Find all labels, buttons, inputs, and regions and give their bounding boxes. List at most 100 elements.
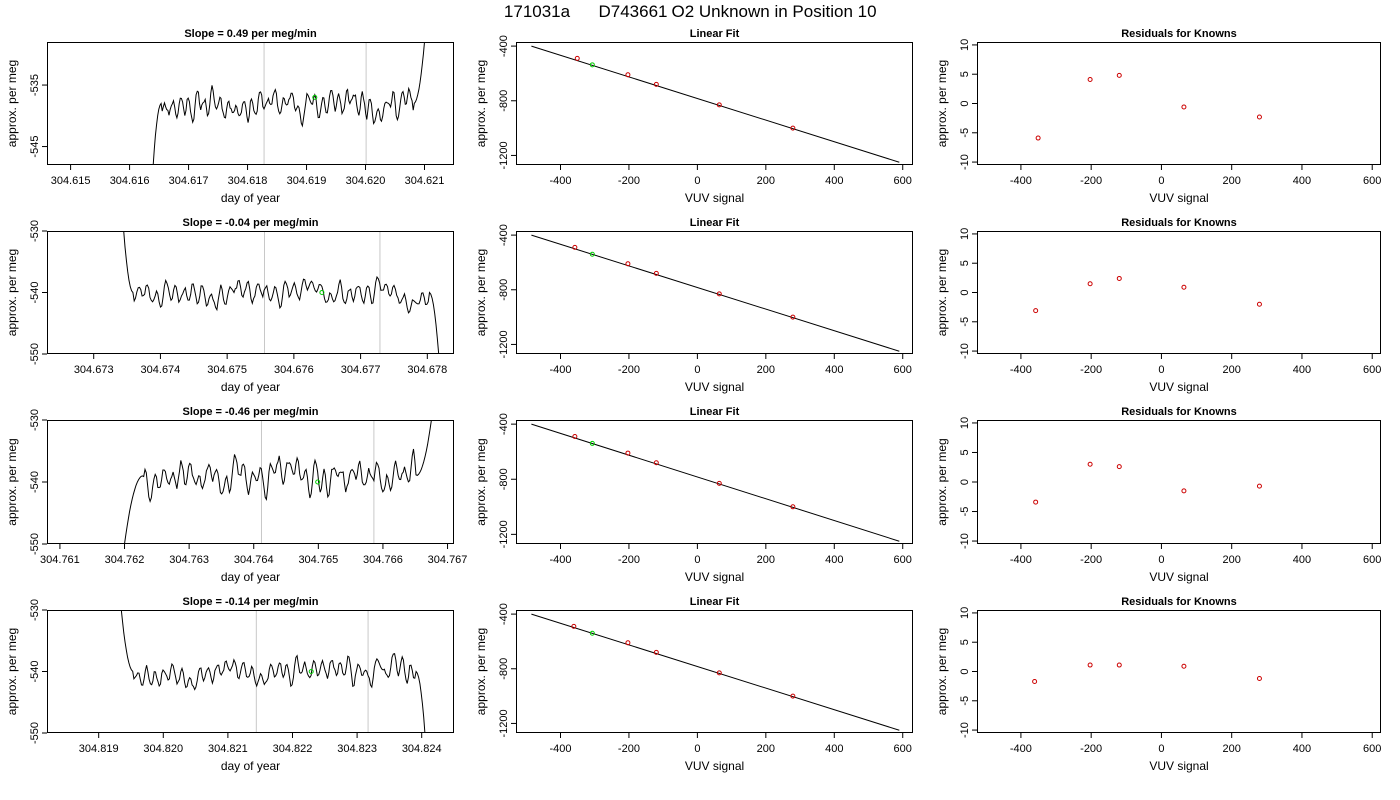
unknown-point [589, 440, 595, 446]
residual-panel-2-title: Residuals for Knowns [1121, 217, 1237, 229]
fit-panel-2-x-axis: -400 -200 0 200 400 600 VUV signal [549, 354, 912, 394]
suptitle-run-id: 171031a [504, 2, 571, 21]
mean-marker [312, 94, 318, 100]
y-tick-label: 5 [959, 639, 971, 645]
residual-panel-1-x-axis: -400 -200 0 200 400 600 VUV signal [1010, 165, 1381, 205]
y-tick-label: -800 [498, 468, 510, 490]
trace-panel-4-plot-area [120, 610, 426, 733]
x-tick-label: -200 [1080, 175, 1102, 187]
y-tick-label: -535 [29, 74, 41, 96]
x-tick-label: 200 [1223, 175, 1241, 187]
y-tick-label: 5 [959, 71, 971, 77]
fit-panel-3-frame [516, 420, 913, 544]
y-tick-label: -400 [498, 603, 510, 625]
x-tick-label: 304.823 [337, 743, 377, 755]
residual-point [1181, 488, 1187, 494]
known-point [653, 81, 659, 87]
fit-panel-3-title: Linear Fit [690, 406, 740, 418]
fit-panel-2-frame [516, 231, 913, 354]
residual-panel-4-ylabel: approx. per meg [935, 628, 949, 715]
x-tick-label: 304.618 [228, 175, 268, 187]
x-tick-label: 200 [1223, 364, 1241, 376]
y-tick-label: -800 [498, 90, 510, 112]
trace-panel-1-x-axis: 304.615 304.616 304.617 304.618 304.619 304.6… [51, 165, 444, 205]
suptitle-cylinder: D743661 [598, 2, 667, 21]
y-tick-label: -545 [29, 136, 41, 158]
residual-point [1256, 114, 1262, 120]
x-tick-label: 304.615 [51, 175, 91, 187]
trace-panel-2-frame [47, 231, 454, 354]
residual-point [1181, 104, 1187, 110]
residual-point [1033, 499, 1039, 505]
x-tick-label: -200 [1080, 364, 1102, 376]
fit-panel-4-y-axis: -400 -800 -1200 approx. per meg [474, 603, 516, 738]
unknown-point [589, 251, 595, 257]
residual-point [1035, 135, 1041, 141]
residual-panel-3: Residuals for Knowns -400 -200 0 200 400 600 VU… [935, 406, 1381, 584]
residual-panel-4-y-axis: 10 5 0 -5 -10 approx. per meg [935, 607, 977, 738]
x-tick-label: 304.766 [363, 554, 403, 566]
known-point [790, 693, 796, 699]
fit-panel-3-plot-area [531, 423, 900, 542]
x-tick-label: -400 [549, 364, 571, 376]
x-tick-label: -400 [1010, 175, 1032, 187]
trace-panel-3-title: Slope = -0.46 per meg/min [182, 406, 318, 418]
x-tick-label: 200 [757, 364, 775, 376]
known-point [716, 291, 722, 297]
x-tick-label: 600 [894, 364, 912, 376]
known-point [653, 460, 659, 466]
x-tick-label: 600 [894, 554, 912, 566]
x-tick-label: 304.678 [407, 364, 447, 376]
fit-line [531, 613, 900, 731]
residual-point [1181, 284, 1187, 290]
residual-panel-1-plot-area [1035, 72, 1262, 141]
x-tick-label: 304.617 [169, 175, 209, 187]
trace-panel-4-ylabel: approx. per meg [5, 628, 19, 715]
residual-panel-4-title: Residuals for Knowns [1121, 596, 1237, 608]
fit-line [531, 423, 900, 542]
x-tick-label: 600 [1363, 175, 1381, 187]
x-tick-label: 0 [694, 554, 700, 566]
fit-panel-4-frame [516, 610, 913, 733]
residual-panel-2-xlabel: VUV signal [1149, 380, 1208, 394]
y-tick-label: -10 [959, 722, 971, 738]
fit-panel-3-ylabel: approx. per meg [474, 438, 488, 525]
y-tick-label: -5 [959, 128, 971, 138]
residual-panel-3-title: Residuals for Knowns [1121, 406, 1237, 418]
residual-point [1116, 464, 1122, 470]
fit-panel-2-y-axis: -400 -800 -1200 approx. per meg [474, 224, 516, 359]
residual-panel-1-y-axis: 10 5 0 -5 -10 approx. per meg [935, 39, 977, 170]
x-tick-label: 304.674 [141, 364, 181, 376]
x-tick-label: 304.762 [105, 554, 145, 566]
y-tick-label: -1200 [498, 709, 510, 737]
figure-suptitle: 171031a D743661 O2 Unknown in Position 1… [504, 2, 877, 21]
known-point [625, 450, 631, 456]
residual-point [1256, 676, 1262, 682]
fit-panel-1-xlabel: VUV signal [685, 191, 744, 205]
trace-panel-4-xlabel: day of year [221, 759, 280, 773]
x-tick-label: -200 [618, 364, 640, 376]
y-tick-label: 10 [959, 39, 971, 51]
known-point [790, 125, 796, 131]
residual-panel-4-x-axis: -400 -200 0 200 400 600 VUV signal [1010, 733, 1381, 773]
trace-panel-4-x-axis: 304.819 304.820 304.821 304.822 304.823 304.8… [79, 733, 442, 773]
trace-panel-1-xlabel: day of year [221, 191, 280, 205]
y-tick-label: -400 [498, 224, 510, 246]
trace-panel-3-y-axis: -530 -540 -550 approx. per meg [5, 409, 47, 555]
trace-panel-2-x-axis: 304.673 304.674 304.675 304.676 304.677 304.6… [74, 354, 447, 394]
unknown-point [589, 62, 595, 68]
x-tick-label: -400 [1010, 364, 1032, 376]
x-tick-label: -200 [1080, 743, 1102, 755]
x-tick-label: 600 [1363, 364, 1381, 376]
known-point [572, 434, 578, 440]
y-tick-label: -550 [29, 343, 41, 365]
fit-panel-2-xlabel: VUV signal [685, 380, 744, 394]
x-tick-label: 304.820 [143, 743, 183, 755]
trace-panel-1-ylabel: approx. per meg [5, 60, 19, 147]
y-tick-label: -1200 [498, 520, 510, 548]
